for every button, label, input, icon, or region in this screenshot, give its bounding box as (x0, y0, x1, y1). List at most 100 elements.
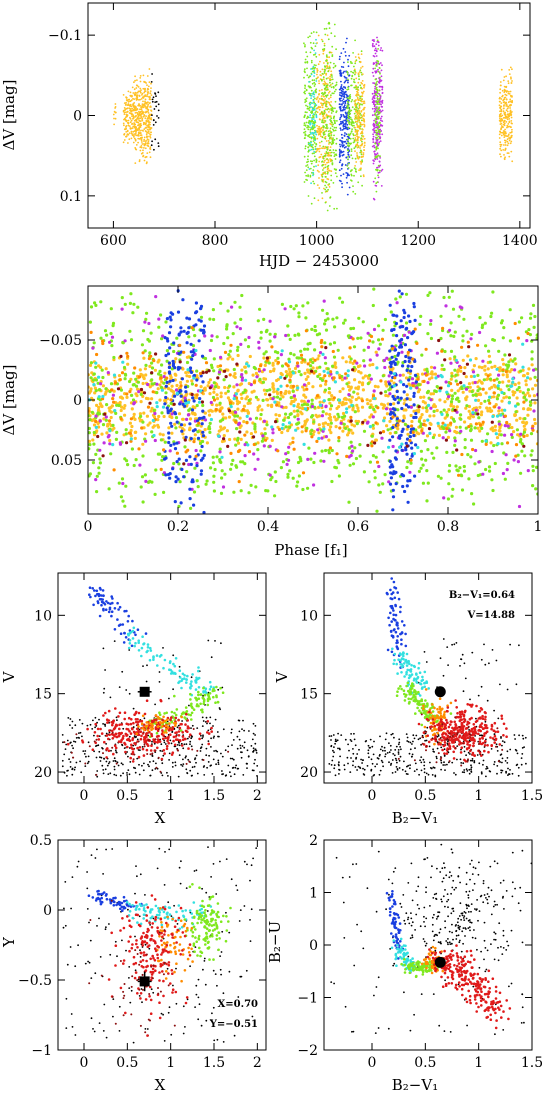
data-point (343, 95, 345, 98)
data-point (347, 78, 349, 81)
data-point (317, 133, 320, 136)
data-point (271, 363, 275, 367)
data-point (371, 145, 374, 148)
data-point (362, 153, 365, 156)
data-point (459, 413, 463, 417)
data-point (328, 90, 331, 93)
data-point (505, 101, 508, 104)
data-point (331, 82, 334, 85)
data-point (381, 92, 384, 95)
data-point (273, 335, 277, 339)
data-point (132, 92, 135, 94)
data-point (303, 122, 306, 125)
data-point (149, 147, 152, 150)
data-point (243, 454, 247, 458)
data-point (92, 378, 96, 382)
data-point (502, 117, 505, 119)
data-point (133, 436, 137, 440)
data-point (507, 92, 510, 95)
data-point (134, 430, 138, 434)
data-point (96, 381, 100, 385)
data-point (307, 166, 310, 169)
data-point (502, 451, 506, 455)
data-point (362, 90, 365, 93)
data-point (88, 426, 91, 431)
data-point (346, 433, 350, 437)
data-point (510, 113, 513, 116)
data-point (318, 171, 320, 173)
data-point (381, 328, 385, 332)
data-point (150, 106, 152, 108)
data-point (330, 479, 334, 484)
data-point (398, 295, 402, 299)
data-point (375, 153, 378, 156)
data-point (348, 109, 351, 112)
data-point (313, 165, 315, 168)
data-point (147, 321, 151, 326)
data-point (529, 453, 533, 457)
data-point (379, 62, 382, 64)
data-point (105, 403, 109, 407)
data-point (341, 95, 343, 98)
data-point (268, 332, 272, 336)
data-point (139, 114, 142, 117)
data-point (371, 454, 375, 458)
data-point (138, 138, 141, 140)
data-point (143, 80, 146, 83)
data-point (449, 377, 453, 381)
data-point (447, 395, 451, 399)
data-point (330, 107, 333, 110)
data-point (429, 322, 433, 326)
data-point (307, 195, 310, 197)
data-point (207, 413, 212, 417)
data-point (286, 324, 290, 328)
data-point (428, 414, 432, 418)
data-point (354, 117, 357, 120)
data-point (305, 169, 308, 172)
data-point (286, 450, 290, 455)
data-point (222, 341, 226, 346)
data-point (313, 324, 317, 329)
data-point (352, 190, 355, 193)
data-point (333, 139, 336, 141)
data-point (303, 137, 306, 140)
data-point (437, 433, 441, 437)
data-point (261, 434, 265, 438)
data-point (282, 418, 286, 422)
data-point (91, 461, 95, 465)
data-point (354, 56, 357, 58)
data-point (416, 410, 421, 414)
data-point (208, 430, 212, 434)
data-point (88, 431, 91, 435)
data-point (361, 184, 363, 187)
data-point (218, 419, 222, 423)
data-point (327, 130, 330, 133)
data-point (371, 415, 375, 419)
data-point (286, 429, 290, 433)
data-point (354, 62, 357, 65)
data-point (297, 311, 301, 315)
data-point (347, 112, 349, 114)
data-point (499, 388, 503, 392)
data-point (508, 339, 512, 343)
data-point (507, 152, 510, 155)
data-point (225, 327, 229, 331)
data-point (94, 389, 98, 393)
data-point (426, 332, 430, 336)
data-point (322, 145, 325, 148)
data-point (322, 125, 325, 128)
data-point (338, 296, 342, 300)
data-point (310, 144, 313, 147)
data-point (341, 99, 343, 102)
data-point (379, 132, 381, 134)
data-point (310, 145, 313, 148)
data-point (276, 391, 280, 396)
data-point (377, 100, 380, 102)
data-point (131, 133, 134, 135)
data-point (361, 103, 363, 106)
data-point (380, 436, 384, 440)
data-point (329, 158, 331, 160)
data-point (329, 151, 332, 154)
data-point (145, 103, 148, 105)
data-point (261, 380, 265, 384)
